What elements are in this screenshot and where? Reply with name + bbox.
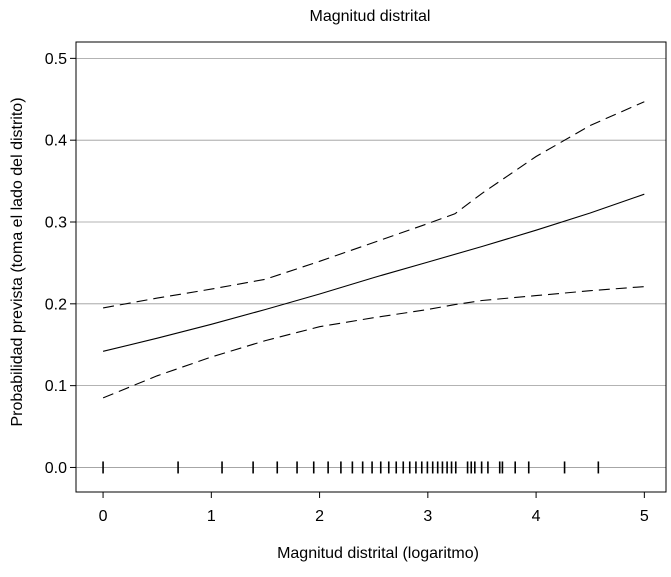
- chart-title: Magnitud distrital: [310, 8, 431, 25]
- x-tick-label: 5: [640, 508, 649, 525]
- x-tick-label: 1: [207, 508, 216, 525]
- confidence-band-line: [103, 101, 645, 309]
- x-axis-label: Magnitud distrital (logaritmo): [277, 545, 479, 562]
- prediction-line: [102, 193, 645, 352]
- x-tick-label: 3: [423, 508, 432, 525]
- x-tick-label: 4: [532, 508, 541, 525]
- y-tick-label: 0.5: [45, 51, 67, 68]
- grid-lines: [76, 57, 666, 468]
- axis-ticks: 0.0 0.1 0.2 0.3 0.4 0.5 0 1 2 3 4 5: [45, 51, 649, 525]
- series-lines: [102, 101, 645, 399]
- y-tick-label: 0.2: [45, 296, 67, 313]
- y-tick-label: 0.0: [45, 460, 67, 477]
- rug-marks: [102, 461, 600, 474]
- y-axis-label: Probabilidad prevista (toma el lado del …: [9, 97, 26, 426]
- x-tick-label: 2: [315, 508, 324, 525]
- y-tick-label: 0.1: [45, 378, 67, 395]
- y-tick-label: 0.3: [45, 215, 67, 232]
- confidence-band-line: [102, 286, 645, 399]
- x-tick-label: 0: [99, 508, 108, 525]
- y-tick-label: 0.4: [45, 133, 67, 150]
- plot-frame: [75, 41, 667, 493]
